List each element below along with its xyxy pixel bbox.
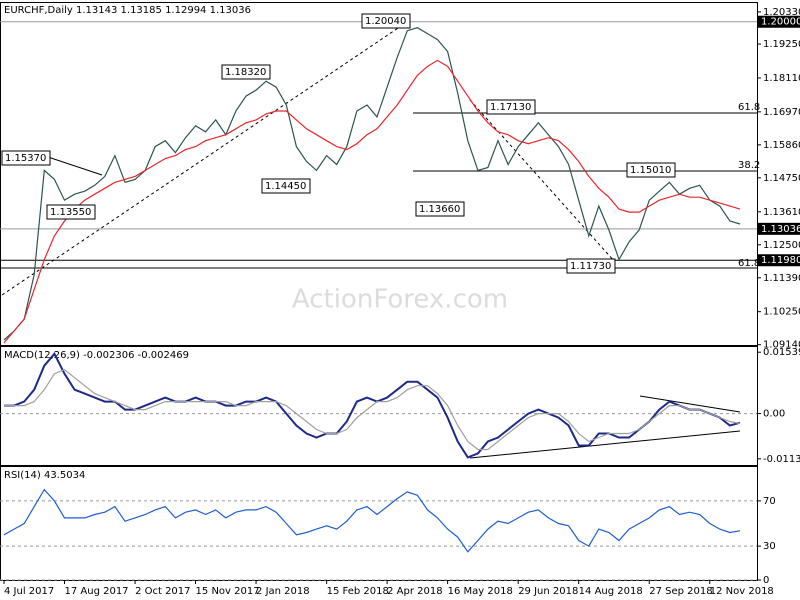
y-tick-label: 0.00 xyxy=(763,409,785,420)
panel-borders xyxy=(0,2,758,581)
y-tick-label: 0.015398 xyxy=(763,347,800,358)
chart-title: EURCHF,Daily 1.13143 1.13185 1.12994 1.1… xyxy=(4,5,251,16)
fib-label: 38.2 xyxy=(738,160,760,171)
annotation-box xyxy=(261,178,311,194)
trend-line xyxy=(639,395,741,413)
annotation-box xyxy=(1,150,51,166)
y-tick-label: 1.12500 xyxy=(763,240,800,251)
annotation: 1.17130 xyxy=(490,102,531,113)
y-tick-label: 1.10250 xyxy=(763,307,800,318)
x-tick-label: 29 Jun 2018 xyxy=(518,586,578,597)
x-tick-label: 14 Aug 2018 xyxy=(579,586,643,597)
x-tick-label: 17 Aug 2017 xyxy=(64,586,128,597)
x-tick-label: 16 May 2018 xyxy=(448,586,513,597)
watermark: ActionForex.com xyxy=(292,285,508,315)
series-line xyxy=(3,59,741,344)
annotation: 1.15010 xyxy=(630,165,671,176)
series-line xyxy=(4,352,741,459)
y-tick-label: 1.13610 xyxy=(763,207,800,218)
annotation: 1.18320 xyxy=(225,67,266,78)
level-label: 1.13036 xyxy=(761,224,800,235)
series-line xyxy=(3,27,741,341)
x-tick-label: 15 Nov 2017 xyxy=(196,586,260,597)
x-tick-label: 15 Feb 2018 xyxy=(327,586,389,597)
annotation: 1.14450 xyxy=(265,181,306,192)
y-tick-label: 70 xyxy=(763,496,776,507)
y-tick-label: 1.18110 xyxy=(763,73,800,84)
y-tick-label: 1.19250 xyxy=(763,39,800,50)
level-label-box xyxy=(758,222,800,235)
y-tick-label: 1.20330 xyxy=(763,7,800,18)
annotation-box xyxy=(626,162,676,178)
annotation: 1.15370 xyxy=(5,153,46,164)
y-tick-label: -0.011352 xyxy=(763,454,800,465)
x-tick-label: 2 Jan 2018 xyxy=(256,586,310,597)
annotation: 1.20040 xyxy=(365,16,406,27)
annotation: 1.13550 xyxy=(50,207,91,218)
fib-label: 61.8 xyxy=(738,102,760,113)
x-tick-label: 2 Oct 2017 xyxy=(135,586,190,597)
x-tick-label: 4 Jul 2017 xyxy=(4,586,54,597)
level-label-box xyxy=(758,15,800,28)
y-tick-label: 1.14750 xyxy=(763,173,800,184)
y-tick-label: 1.16970 xyxy=(763,107,800,118)
trend-line xyxy=(41,154,103,176)
annotation-box xyxy=(46,204,96,220)
fib-label: 61.8 xyxy=(738,258,760,269)
annotation-box xyxy=(566,258,616,274)
y-tick-label: 1.15860 xyxy=(763,140,800,151)
trend-line xyxy=(469,430,741,459)
series-line xyxy=(4,369,741,451)
trend-line xyxy=(469,99,616,263)
annotation-box xyxy=(415,201,465,217)
annotation: 1.13660 xyxy=(419,204,460,215)
macd-title: MACD(12,26,9) -0.002306 -0.002469 xyxy=(4,350,189,361)
annotation-box xyxy=(221,64,271,80)
y-tick-label: 1.09140 xyxy=(763,340,800,351)
y-tick-label: 30 xyxy=(763,541,776,552)
annotation: 1.11730 xyxy=(570,261,611,272)
y-tick-label: 0 xyxy=(763,575,769,586)
level-label-box xyxy=(758,254,800,267)
y-tick-label: 1.11390 xyxy=(763,273,800,284)
trend-line xyxy=(1,19,411,296)
rsi-title: RSI(14) 43.5034 xyxy=(4,470,85,481)
x-tick-label: 27 Sep 2018 xyxy=(649,586,712,597)
annotation-box xyxy=(361,13,411,29)
x-tick-label: 2 Apr 2018 xyxy=(387,586,442,597)
series-line xyxy=(3,488,741,553)
level-label: 1.20000 xyxy=(761,17,800,28)
level-label: 1.11980 xyxy=(761,255,800,266)
price-panel xyxy=(0,2,758,346)
annotation-box xyxy=(486,99,536,115)
x-tick-label: 12 Nov 2018 xyxy=(710,586,774,597)
macd-panel xyxy=(0,346,758,466)
